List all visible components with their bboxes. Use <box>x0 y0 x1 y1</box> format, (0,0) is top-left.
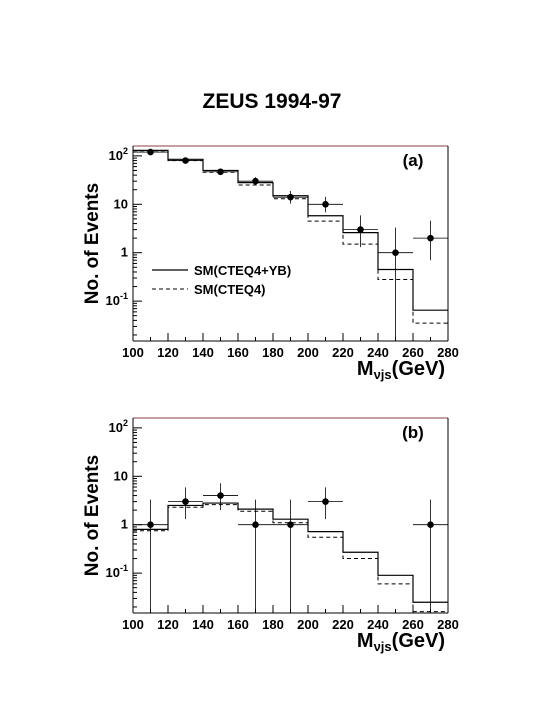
x-tick-label: 240 <box>367 345 389 360</box>
data-point <box>217 168 224 176</box>
x-tick-label: 100 <box>122 345 144 360</box>
x-tick-label: 240 <box>367 617 389 632</box>
data-point <box>287 193 294 201</box>
x-tick-label: 100 <box>122 617 144 632</box>
histogram-cteq4-yb <box>133 149 448 311</box>
data-point <box>322 498 329 505</box>
data-point <box>357 226 364 233</box>
x-tick-label: 280 <box>437 617 459 632</box>
x-tick-label: 140 <box>192 345 214 360</box>
x-tick-label: 200 <box>297 345 319 360</box>
y-tick-label: 10 <box>114 468 128 483</box>
x-tick-label: 160 <box>227 617 249 632</box>
x-tick-label: 200 <box>297 617 319 632</box>
x-tick-label: 180 <box>262 617 284 632</box>
x-tick-label: 180 <box>262 345 284 360</box>
x-axis-label: Mνjs(GeV) <box>357 630 445 654</box>
data-point <box>252 177 259 185</box>
data-point <box>427 521 434 529</box>
y-tick-label: 1 <box>121 245 128 260</box>
x-tick-label: 160 <box>227 345 249 360</box>
legend-label: SM(CTEQ4+YB) <box>194 263 291 278</box>
x-tick-label: 120 <box>157 617 179 632</box>
x-tick-label: 280 <box>437 345 459 360</box>
histogram-cteq4 <box>133 150 448 324</box>
data-point <box>182 157 189 164</box>
x-tick-label: 140 <box>192 617 214 632</box>
histogram-cteq4 <box>133 504 448 613</box>
data-point <box>182 498 189 505</box>
y-axis-label: No. of Events <box>82 183 103 304</box>
y-tick-label: 10-1 <box>106 291 128 308</box>
x-tick-label: 260 <box>402 345 424 360</box>
y-tick-label: 10 <box>114 196 128 211</box>
figure-title: ZEUS 1994-97 <box>203 90 342 113</box>
panel-b: 100 120 140 160 180 200 220 240 260 280 102 10 1 10-1… <box>82 417 459 654</box>
panel-label: (a) <box>403 151 424 170</box>
y-tick-label: 10-1 <box>106 563 128 580</box>
data-point <box>147 521 154 529</box>
data-point <box>322 200 329 208</box>
panel-label: (b) <box>402 423 424 442</box>
data-point <box>217 492 224 499</box>
y-tick-label: 102 <box>109 146 128 163</box>
data-point <box>147 148 154 156</box>
x-tick-label: 260 <box>402 617 424 632</box>
x-tick-label: 220 <box>332 345 354 360</box>
legend-label: SM(CTEQ4) <box>194 282 266 297</box>
data-point <box>287 521 294 529</box>
x-axis-label: Mνjs(GeV) <box>357 358 445 382</box>
data-point <box>392 249 399 257</box>
y-tick-label: 1 <box>121 517 128 532</box>
x-tick-label: 220 <box>332 617 354 632</box>
y-axis-label: No. of Events <box>82 455 103 576</box>
data-point <box>252 521 259 529</box>
x-tick-label: 120 <box>157 345 179 360</box>
y-tick-label: 102 <box>109 418 128 435</box>
panel-a: 100 120 140 160 180 200 220 240 260 280 102 10 1 10-1… <box>82 145 459 382</box>
data-point <box>427 234 434 242</box>
